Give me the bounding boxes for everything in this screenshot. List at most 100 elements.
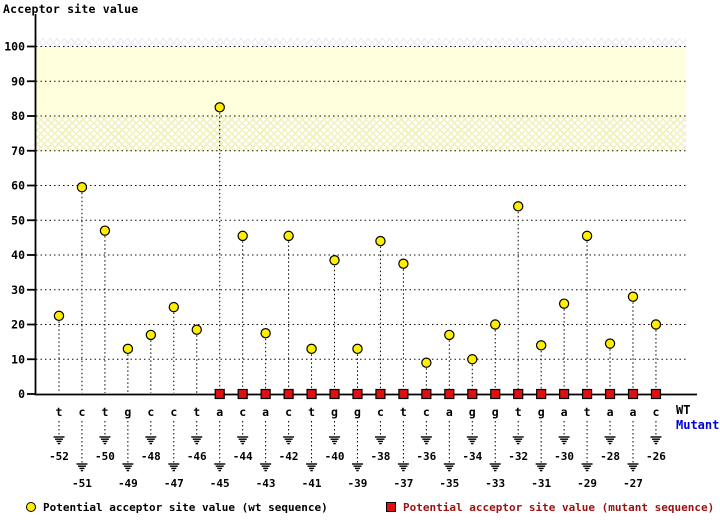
sequence-letter: c (239, 405, 246, 419)
wt-point (168, 301, 179, 313)
sequence-letter: a (561, 405, 568, 419)
wt-point (398, 258, 409, 269)
y-tick-label: 0 (18, 387, 25, 401)
y-tick-label: 60 (11, 179, 25, 193)
sequence-letter: t (101, 405, 108, 419)
legend-mutant-label: Potential acceptor site value (mutant se… (403, 500, 715, 514)
wt-point (535, 340, 547, 351)
mutant-point (214, 388, 225, 400)
mutant-point (536, 388, 547, 400)
sequence-letter: c (170, 405, 177, 419)
mutant-point (421, 388, 432, 400)
wt-point (237, 230, 248, 242)
position-label: -46 (187, 450, 207, 463)
mutant-point (627, 388, 639, 400)
mutant-point (260, 388, 271, 400)
y-tick-label: 90 (11, 74, 25, 88)
sequence-letter: c (423, 405, 430, 419)
mutant-point (490, 388, 501, 400)
sequence-letter: t (308, 405, 315, 419)
wt-point (99, 225, 111, 236)
position-label: -48 (141, 450, 161, 463)
wt-point (375, 235, 386, 247)
position-label: -28 (600, 450, 620, 463)
sequence-letter: t (193, 405, 200, 419)
legend-item-mutant: Potential acceptor site value (mutant se… (386, 500, 714, 514)
wt-point (558, 298, 570, 309)
mutant-marker-icon (386, 502, 396, 512)
wt-point (306, 343, 317, 355)
sequence-letter: a (262, 405, 269, 419)
sequence-letter: a (216, 405, 223, 419)
mutant-point (375, 388, 386, 400)
sequence-letter: a (607, 405, 614, 419)
sequence-letter: c (285, 405, 292, 419)
mutant-point (559, 388, 570, 400)
position-label: -35 (439, 477, 459, 490)
sequence-letter: c (147, 405, 154, 419)
sequence-letter: g (124, 405, 131, 419)
position-label: -42 (279, 450, 299, 463)
mutant-point (237, 388, 248, 400)
position-label: -52 (49, 450, 69, 463)
mutant-point (306, 388, 317, 400)
position-label: -51 (72, 477, 92, 490)
sequence-letter: g (492, 405, 499, 419)
position-label: -49 (118, 477, 138, 490)
legend-wt-label: Potential acceptor site value (wt sequen… (43, 500, 328, 514)
mutant-point (513, 388, 524, 400)
wt-point (421, 357, 432, 368)
y-tick-label: 100 (4, 40, 25, 54)
legend-item-wt: Potential acceptor site value (wt sequen… (26, 500, 328, 514)
position-label: -45 (210, 477, 230, 490)
wt-point (581, 230, 593, 242)
position-label: -29 (577, 477, 597, 490)
wt-row-label: WT (676, 403, 691, 417)
sequence-letter: c (78, 405, 85, 419)
y-tick-label: 80 (11, 109, 25, 123)
y-tick-label: 20 (11, 318, 25, 332)
y-tick-label: 40 (11, 248, 25, 262)
sequence-letter: c (652, 405, 659, 419)
wt-point (650, 319, 662, 330)
mutant-row-label: Mutant (676, 418, 720, 432)
mutant-point (352, 388, 363, 400)
position-label: -27 (623, 477, 643, 490)
wt-point (444, 329, 455, 341)
position-label: -34 (462, 450, 482, 463)
position-label: -41 (302, 477, 322, 490)
sequence-letter: t (584, 405, 591, 419)
sequence-letter: t (515, 405, 522, 419)
position-label: -26 (646, 450, 666, 463)
wt-point (604, 338, 616, 349)
wt-point (260, 327, 271, 339)
position-label: -30 (554, 450, 574, 463)
wt-point (283, 230, 294, 242)
position-label: -39 (348, 477, 368, 490)
wt-point (490, 319, 501, 330)
mutant-point (283, 388, 294, 400)
sequence-letter: a (446, 405, 453, 419)
position-label: -32 (508, 450, 528, 463)
wt-point (467, 354, 478, 365)
position-label: -40 (325, 450, 345, 463)
mutant-point (398, 388, 409, 400)
wt-point (513, 201, 524, 212)
wt-point (145, 329, 157, 341)
mutant-point (650, 388, 662, 400)
y-tick-label: 50 (11, 213, 25, 227)
position-label: -33 (485, 477, 505, 490)
sequence-letter: g (469, 405, 476, 419)
sequence-letter: g (538, 405, 545, 419)
position-label: -36 (416, 450, 436, 463)
wt-point (329, 255, 340, 266)
wt-point (191, 324, 202, 335)
position-label: -37 (393, 477, 413, 490)
mutant-point (581, 388, 593, 400)
wt-marker-icon (26, 502, 36, 512)
y-tick-label: 10 (11, 352, 25, 366)
sequence-letter: t (400, 405, 407, 419)
position-label: -38 (371, 450, 391, 463)
